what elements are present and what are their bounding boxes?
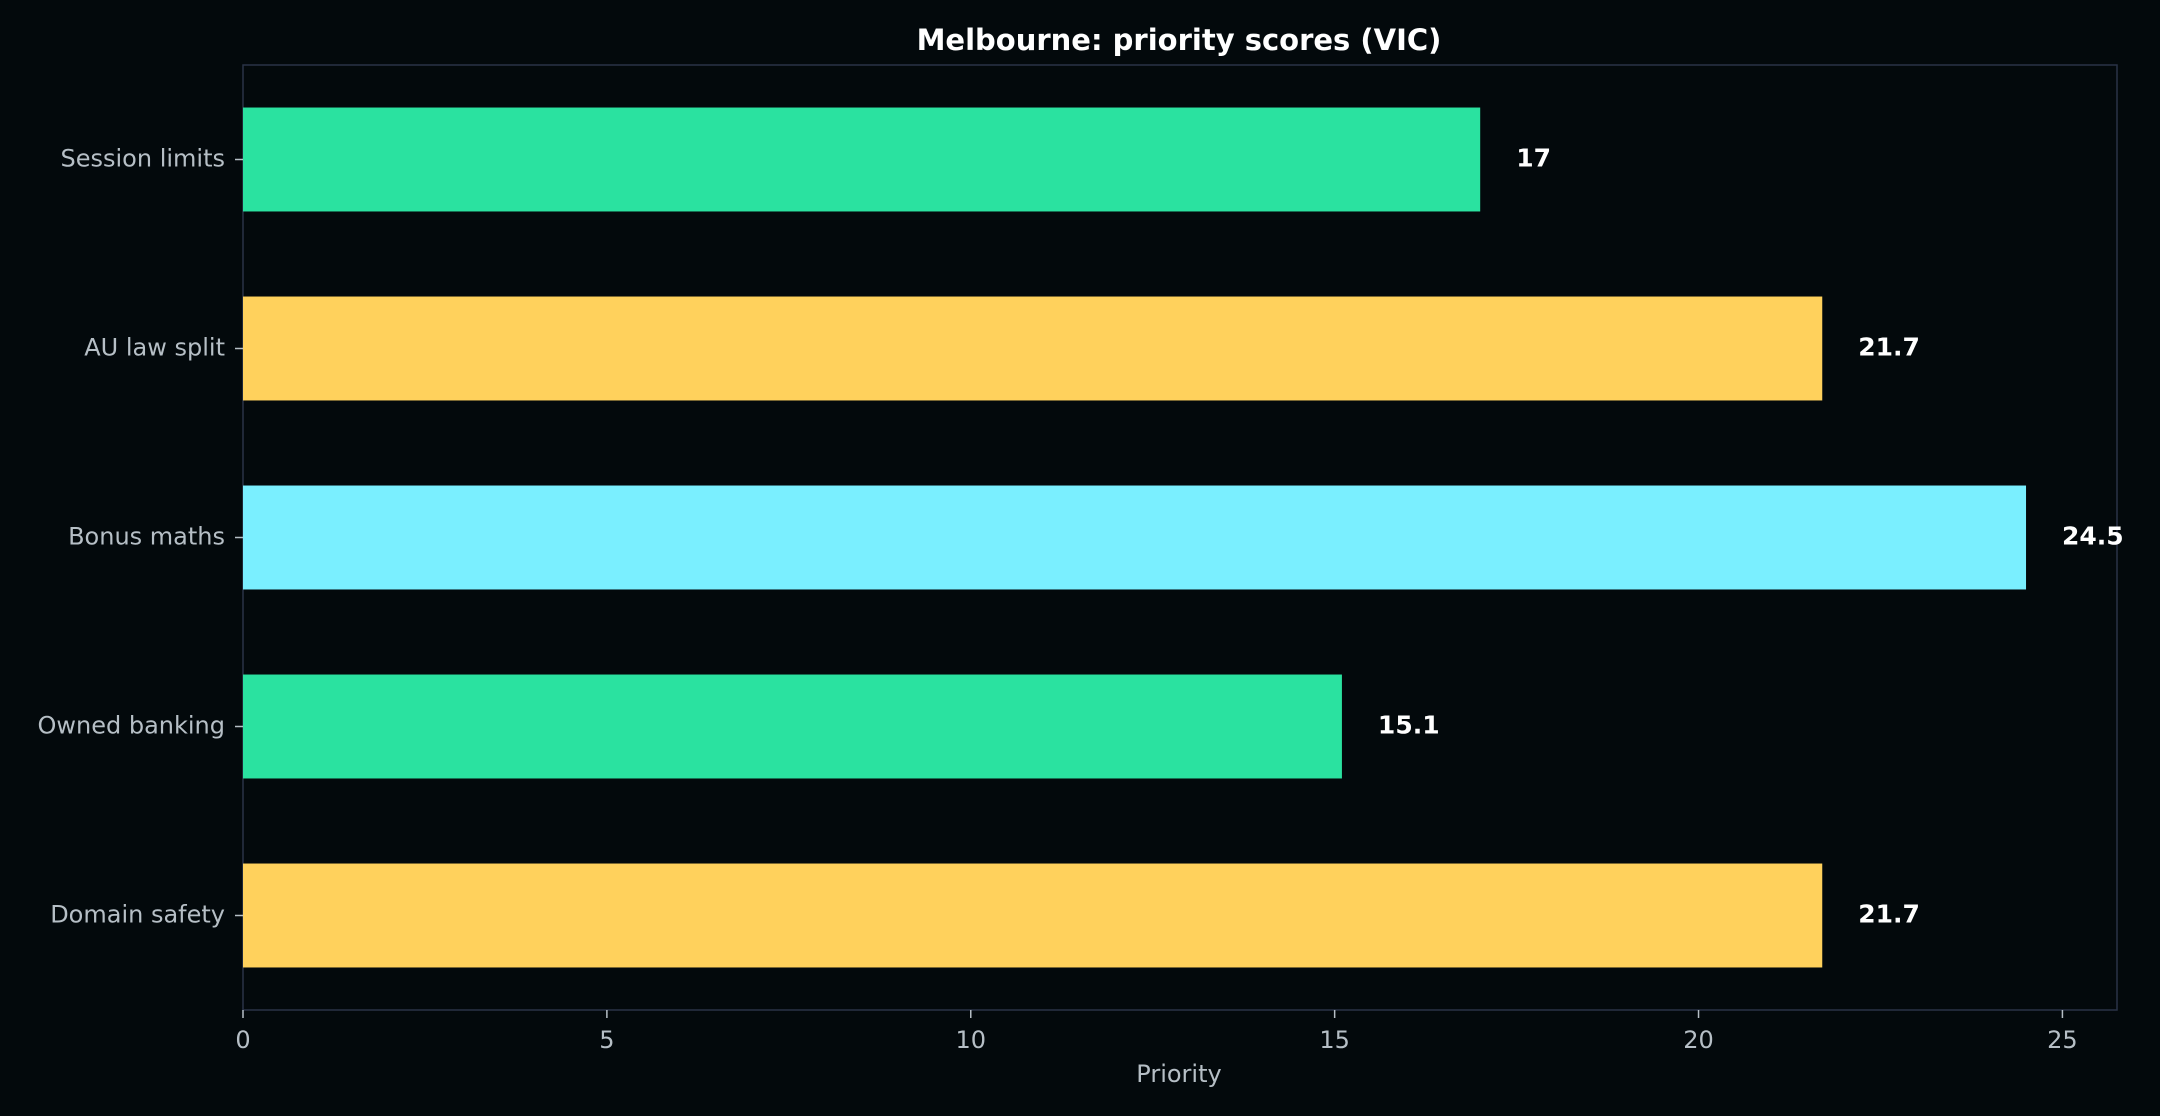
- bar: [243, 296, 1823, 401]
- bar: [243, 485, 2027, 590]
- value-label: 21.7: [1858, 900, 1920, 929]
- x-tick-label: 0: [235, 1026, 250, 1054]
- bar: [243, 674, 1342, 779]
- x-axis-label: Priority: [1136, 1060, 1221, 1088]
- y-axis-categories: Session limits AU law split Bonus maths Own…: [37, 145, 243, 929]
- x-tick-label: 15: [1319, 1026, 1350, 1054]
- chart-title: Melbourne: priority scores (VIC): [917, 23, 1442, 57]
- value-label: 15.1: [1378, 711, 1440, 740]
- bar: [243, 863, 1823, 968]
- bar: [243, 107, 1481, 212]
- bars-layer: 17 21.7 24.5 15.1 21.7: [243, 107, 2124, 968]
- x-tick-label: 20: [1683, 1026, 1714, 1054]
- category-label: Bonus maths: [68, 523, 225, 551]
- x-tick-label: 25: [2047, 1026, 2078, 1054]
- x-tick-label: 5: [599, 1026, 614, 1054]
- x-axis-ticks: 0 5 10 15 20 25: [235, 1010, 2078, 1054]
- category-label: AU law split: [84, 334, 225, 362]
- value-label: 21.7: [1858, 333, 1920, 362]
- value-label: 17: [1516, 144, 1551, 173]
- category-label: Owned banking: [37, 712, 225, 740]
- category-label: Session limits: [61, 145, 226, 173]
- category-label: Domain safety: [50, 901, 225, 929]
- x-tick-label: 10: [955, 1026, 986, 1054]
- value-label: 24.5: [2062, 522, 2124, 551]
